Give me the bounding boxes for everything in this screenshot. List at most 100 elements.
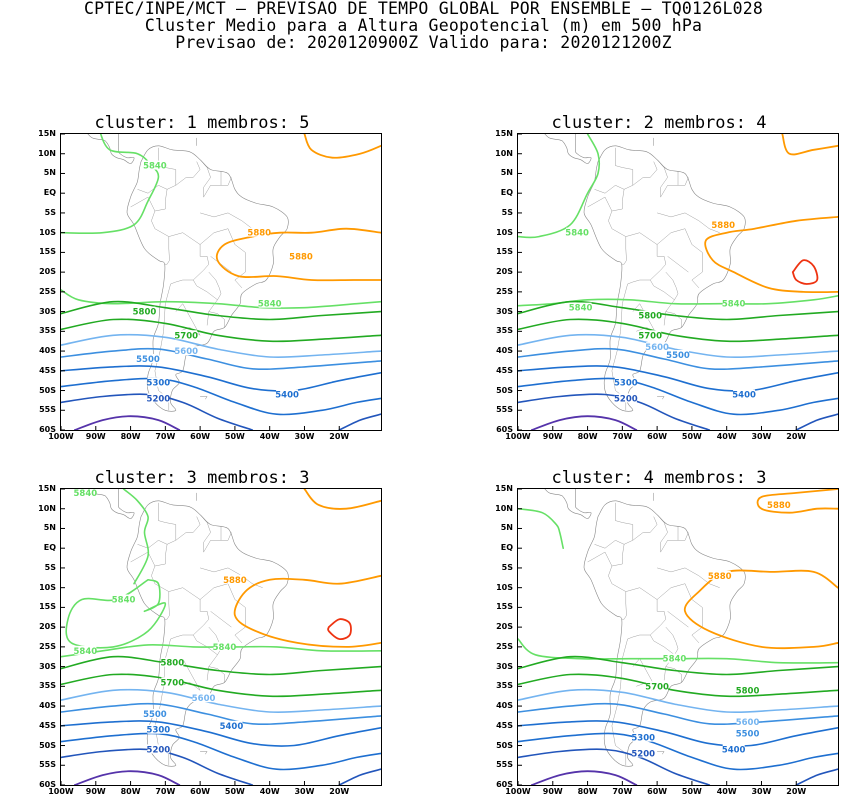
- contour-5300: [518, 377, 838, 416]
- lat-tick-label: 45S: [39, 365, 56, 375]
- lat-tick-label: 15N: [38, 129, 56, 138]
- country-border: [594, 185, 625, 194]
- country-border: [199, 583, 246, 644]
- contour-5880: [781, 134, 838, 156]
- lat-tick-label: 10N: [38, 148, 56, 158]
- lat-tick-label: 15S: [496, 602, 513, 612]
- lat-tick-label: EQ: [43, 188, 56, 198]
- contour-5600: [61, 688, 381, 714]
- contour-5200: [338, 413, 381, 430]
- contour-5500: [61, 702, 381, 726]
- contour-label-5700: 5700: [160, 678, 184, 688]
- lat-tick-label: 10N: [495, 148, 513, 158]
- map-frame: 5840 5880 5840 5840 5800 5700 5600 5500 5300 5400…: [517, 133, 839, 431]
- country-border: [193, 271, 222, 301]
- contour-5700: [61, 673, 381, 698]
- coastline-central-america: [87, 134, 135, 164]
- lat-tick-label: 25S: [39, 641, 56, 651]
- coastline-central-america: [87, 489, 135, 519]
- contour-label-5300: 5300: [614, 379, 638, 389]
- lat-tick-label: 40S: [496, 346, 513, 356]
- contour-5200: [795, 768, 838, 785]
- country-border: [678, 532, 689, 541]
- lat-tick-label: EQ: [500, 188, 513, 198]
- lon-tick-label: 50W: [681, 787, 702, 796]
- lat-tick-label: 5S: [501, 207, 513, 217]
- lon-tick-label: 20W: [786, 787, 807, 796]
- lat-tick-label: 5S: [44, 207, 56, 217]
- header-line-3: Previsao de: 2020120900Z Valido para: 20…: [175, 33, 672, 52]
- contour-label-5840: 5840: [565, 229, 589, 239]
- contour-label-5600: 5600: [192, 694, 216, 704]
- contour-label-5400: 5400: [732, 390, 756, 400]
- contour-label-5200: 5200: [147, 745, 171, 755]
- coastline-south-america: [583, 145, 746, 412]
- country-border: [650, 626, 679, 656]
- lat-tick-label: 5S: [44, 562, 56, 572]
- contour-5840: [61, 134, 160, 235]
- contour-5800: [61, 300, 381, 321]
- lat-tick-label: 50S: [496, 740, 513, 750]
- lat-tick-label: 5N: [43, 523, 56, 533]
- contour-label-5600: 5600: [174, 347, 198, 357]
- lat-tick-label: 15S: [39, 602, 56, 612]
- lat-tick-label: 40S: [496, 701, 513, 711]
- lon-tick-label: 70W: [155, 432, 176, 441]
- header-line-1: CPTEC/INPE/MCT – PREVISAO DE TEMPO GLOBA…: [84, 0, 763, 18]
- panel-title: cluster: 4 membros: 3: [551, 468, 767, 488]
- contour-low: [531, 770, 638, 785]
- lat-tick-label: 20S: [496, 267, 513, 277]
- contour-label-5880: 5880: [247, 229, 271, 239]
- contour-5880: [704, 216, 838, 294]
- coastline-south-america: [126, 500, 289, 767]
- lat-tick-label: 55S: [39, 760, 56, 770]
- contour-label-5700: 5700: [645, 682, 669, 692]
- lat-tick-label: 5S: [501, 562, 513, 572]
- lon-tick-label: 50W: [224, 432, 245, 441]
- contour-label-5840: 5840: [112, 596, 136, 606]
- country-border: [615, 502, 658, 541]
- contour-label-5500: 5500: [736, 730, 760, 740]
- contour-5800: [61, 655, 381, 676]
- lat-tick-label: 50S: [39, 740, 56, 750]
- country-border: [608, 540, 633, 592]
- country-border: [656, 514, 679, 553]
- country-border: [667, 611, 689, 628]
- island-coast: [200, 751, 208, 755]
- lat-tick-label: 10S: [39, 227, 56, 237]
- lon-tick-label: 20W: [329, 787, 350, 796]
- island-coast: [657, 396, 665, 400]
- map-frame: 5840 5880 5880 5840 5800 5700 5600 5500 5300 5400…: [60, 133, 382, 431]
- contour-5300: [518, 732, 838, 771]
- lon-tick-label: 30W: [294, 787, 315, 796]
- lon-tick-label: 40W: [716, 432, 737, 441]
- contour-label-5800: 5800: [133, 308, 157, 318]
- contour-5840: [518, 134, 601, 239]
- lat-tick-label: 5N: [500, 168, 513, 178]
- contour-5200: [338, 768, 381, 785]
- country-border: [611, 281, 633, 411]
- contour-5700: [61, 318, 381, 343]
- lat-tick-label: 15S: [496, 247, 513, 257]
- lon-tick-label: 30W: [751, 432, 772, 441]
- lat-tick-label: 25S: [496, 286, 513, 296]
- lat-tick-label: 20S: [39, 622, 56, 632]
- lat-tick-label: 35S: [39, 326, 56, 336]
- island-coast: [200, 396, 208, 400]
- lat-tick-label: 55S: [496, 405, 513, 415]
- contour-5400: [61, 365, 381, 392]
- country-border: [168, 232, 210, 283]
- contour-label-5700: 5700: [638, 331, 662, 341]
- contour-label-5500: 5500: [143, 710, 167, 720]
- map-frame: 5880 5880 5840 5700 5800 5600 5500 5300 5400 5200: [517, 488, 839, 786]
- country-border: [151, 540, 176, 592]
- contour-label-5880: 5880: [708, 572, 732, 582]
- country-border: [164, 236, 170, 265]
- contour-5840: [518, 638, 838, 664]
- lon-tick-label: 50W: [224, 787, 245, 796]
- lon-tick-label: 90W: [85, 432, 106, 441]
- lat-tick-label: EQ: [43, 543, 56, 553]
- lon-tick-label: 60W: [190, 432, 211, 441]
- country-border: [656, 159, 679, 198]
- contour-low: [74, 415, 181, 430]
